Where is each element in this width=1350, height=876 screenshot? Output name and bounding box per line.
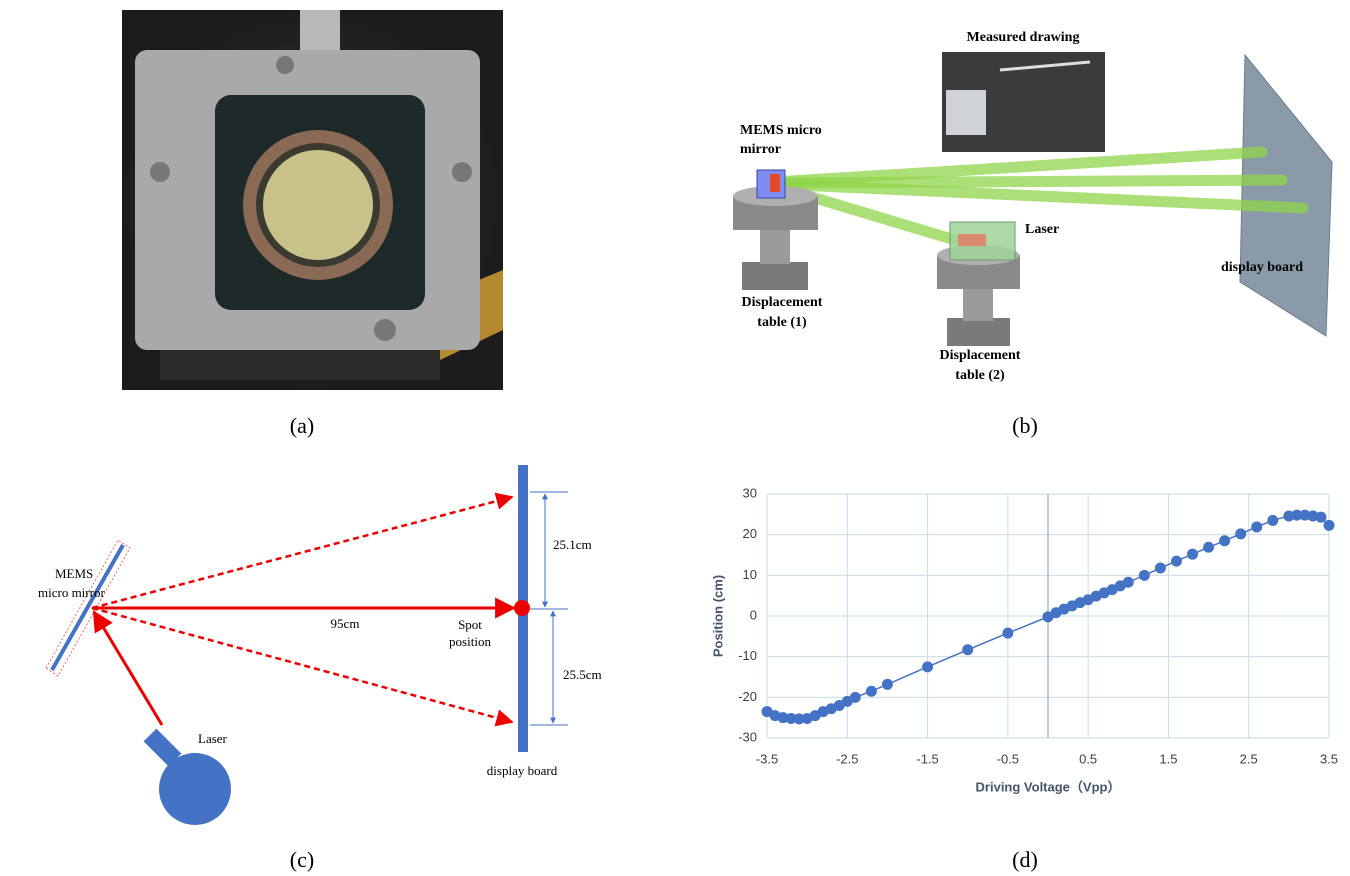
y-tick-label: -10 — [738, 648, 757, 663]
y-tick-label: -30 — [738, 729, 757, 744]
x-axis-title: Driving Voltage（Vpp） — [976, 779, 1121, 794]
label: MEMS — [55, 566, 93, 581]
x-tick-label: -3.5 — [756, 751, 778, 766]
panel-a-photo — [122, 10, 503, 390]
data-point — [1219, 535, 1230, 546]
y-axis-title: Position (cm) — [710, 575, 725, 657]
label: table (1) — [757, 315, 807, 330]
data-point — [1171, 556, 1182, 567]
x-tick-label: 1.5 — [1159, 751, 1177, 766]
y-tick-label: -20 — [738, 689, 757, 704]
data-point — [1139, 570, 1150, 581]
data-point — [1203, 542, 1214, 553]
data-point — [850, 692, 861, 703]
label: Displacement — [940, 348, 1021, 363]
label: 25.5cm — [563, 667, 602, 682]
figure: (a) Measured drawing MEMS micro mirror L… — [0, 0, 1350, 876]
label: display board — [1221, 260, 1303, 275]
y-tick-label: 10 — [743, 567, 757, 582]
caption: (c) — [290, 847, 314, 872]
data-point — [1123, 577, 1134, 588]
label: display board — [487, 763, 558, 778]
data-point — [1002, 628, 1013, 639]
data-point — [1324, 520, 1335, 531]
x-tick-label: -0.5 — [997, 751, 1019, 766]
caption: (a) — [290, 413, 314, 438]
label: Laser — [198, 731, 228, 746]
label: MEMS micro — [740, 123, 822, 138]
label: micro mirror — [38, 585, 105, 600]
y-tick-label: 30 — [743, 485, 757, 500]
x-tick-label: 2.5 — [1240, 751, 1258, 766]
label: Measured drawing — [967, 30, 1080, 45]
data-point — [1187, 549, 1198, 560]
data-point — [1267, 515, 1278, 526]
panel-b-diagram — [733, 52, 1332, 346]
y-tick-label: 20 — [743, 526, 757, 541]
label: Laser — [1025, 222, 1059, 237]
label: 95cm — [331, 616, 360, 631]
caption: (b) — [1012, 413, 1038, 438]
label: table (2) — [955, 368, 1005, 383]
x-tick-label: -1.5 — [916, 751, 938, 766]
label: position — [449, 634, 491, 649]
label: 25.1cm — [553, 537, 592, 552]
data-point — [1315, 512, 1326, 523]
chart: -30 -20 -10 0 10 20 30 -3.5 -2.5 -1.5 -0.5 0.5 1.5 2.… — [710, 485, 1338, 794]
caption: (d) — [1012, 847, 1038, 872]
data-point — [866, 686, 877, 697]
data-point — [962, 644, 973, 655]
data-point — [922, 661, 933, 672]
x-tick-label: 3.5 — [1320, 751, 1338, 766]
label: Spot — [458, 617, 482, 632]
label: mirror — [740, 142, 781, 157]
y-tick-label: 0 — [750, 607, 757, 622]
data-point — [1251, 521, 1262, 532]
x-tick-label: 0.5 — [1079, 751, 1097, 766]
data-point — [1235, 528, 1246, 539]
x-tick-label: -2.5 — [836, 751, 858, 766]
label: Displacement — [742, 295, 823, 310]
data-point — [1155, 563, 1166, 574]
data-point — [882, 679, 893, 690]
